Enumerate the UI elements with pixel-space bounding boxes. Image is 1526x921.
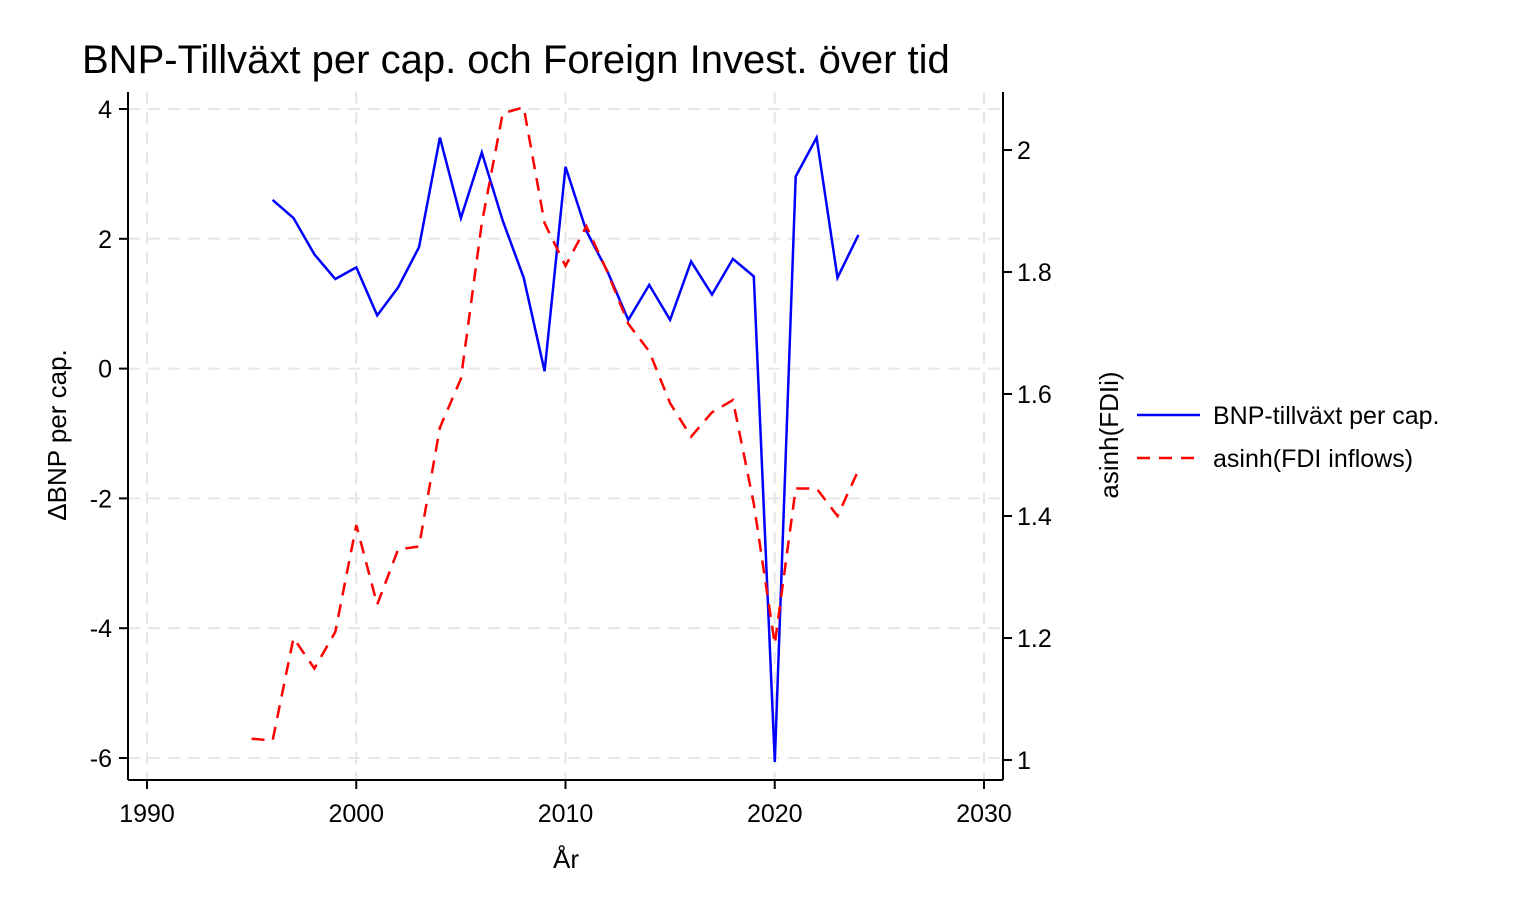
y-tick-label-right-5: 1	[1017, 747, 1031, 775]
y-tick-label-left-1: 2	[98, 226, 112, 254]
x-axis-label: År	[553, 844, 579, 874]
axes: 1990 2000 2010 2020 2030 4 2 0 -2 -4 -6 2 1.8 1.6 1.4 1…	[90, 92, 1052, 828]
y-tick-label-right-0: 2	[1017, 137, 1031, 165]
grid	[128, 92, 1003, 780]
y-tick-label-left-3: -2	[90, 485, 112, 513]
y-axis-label-left: ΔBNP per cap.	[42, 349, 72, 521]
legend-label-fdi: asinh(FDI inflows)	[1213, 445, 1413, 473]
x-tick-label-1: 2000	[328, 800, 384, 828]
y-tick-label-left-2: 0	[98, 356, 112, 384]
legend: BNP-tillväxt per cap. asinh(FDI inflows)	[1137, 402, 1439, 473]
series-line-gdp	[271, 133, 860, 762]
y-axis-label-right: asinh(FDIi)	[1094, 371, 1124, 498]
x-tick-label-4: 2030	[956, 800, 1012, 828]
y-tick-label-right-2: 1.6	[1017, 381, 1052, 409]
y-tick-label-left-0: 4	[98, 96, 112, 124]
y-tick-label-right-4: 1.2	[1017, 625, 1052, 653]
y-tick-label-left-5: -6	[90, 745, 112, 773]
series-lines	[251, 105, 860, 762]
chart-title: BNP-Tillväxt per cap. och Foreign Invest…	[82, 38, 950, 82]
x-tick-label-0: 1990	[119, 800, 175, 828]
y-tick-label-left-4: -4	[90, 615, 112, 643]
legend-label-gdp: BNP-tillväxt per cap.	[1213, 402, 1439, 430]
series-line-fdi	[251, 105, 860, 742]
y-tick-label-right-1: 1.8	[1017, 259, 1052, 287]
x-tick-label-3: 2020	[747, 800, 803, 828]
x-tick-label-2: 2010	[538, 800, 594, 828]
y-tick-label-right-3: 1.4	[1017, 503, 1052, 531]
